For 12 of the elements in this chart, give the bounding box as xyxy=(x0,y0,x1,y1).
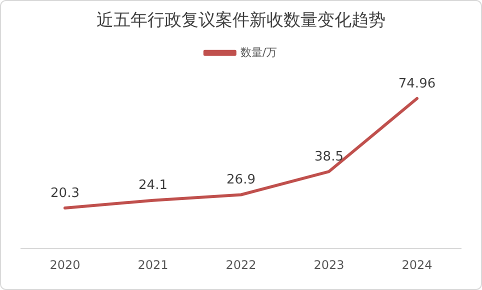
x-tick-label: 2020 xyxy=(50,258,80,272)
chart-title: 近五年行政复议案件新收数量变化趋势 xyxy=(96,10,386,31)
data-label: 38.5 xyxy=(314,149,344,164)
x-tick-label: 2024 xyxy=(402,258,432,272)
x-tick-label: 2023 xyxy=(314,258,344,272)
data-label: 20.3 xyxy=(50,186,80,201)
data-label: 74.96 xyxy=(398,76,436,92)
x-tick-label: 2022 xyxy=(226,258,256,272)
x-tick-label: 2021 xyxy=(138,258,168,272)
data-label: 26.9 xyxy=(226,172,256,188)
data-label: 24.1 xyxy=(138,178,168,194)
legend-label: 数量/万 xyxy=(240,46,278,59)
